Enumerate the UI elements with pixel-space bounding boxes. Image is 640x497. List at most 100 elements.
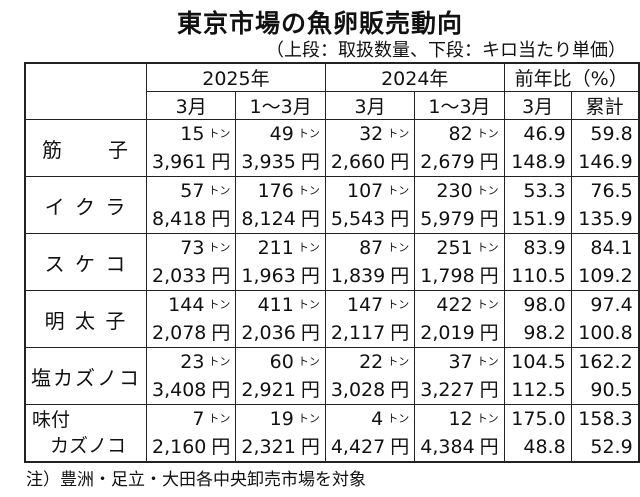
unit-ton: トン (387, 355, 410, 368)
price-value: 1,798 (420, 265, 475, 287)
header-2025-march: 3月 (145, 91, 237, 120)
unit-ton: トン (208, 127, 231, 140)
volume-value: 82 (448, 123, 473, 145)
unit-yen: 円 (300, 379, 320, 401)
header-yoy-cumulative: 累計 (570, 91, 640, 120)
value-cell: 49 トン 3,935 円 (235, 119, 326, 177)
price-value: 109.2 (578, 265, 633, 287)
table-row: 筋 子 15 トン 3,961 円 49 トン 3,935 円 32 トン 2,660 円 82 トン 2,6… (24, 119, 640, 177)
volume-value: 4 (371, 408, 384, 430)
value-cell: 230 トン 5,979 円 (414, 176, 505, 234)
price-value: 151.9 (511, 208, 566, 230)
price-value: 2,160 (152, 436, 207, 458)
price-value: 2,078 (152, 322, 207, 344)
price-value: 1,963 (241, 265, 296, 287)
table-row: イ ク ラ 57 トン 8,418 円 176 トン 8,124 円 107 トン 5,543 円 230… (24, 176, 640, 234)
value-cell: 107 トン 5,543 円 (324, 176, 416, 234)
price-value: 2,921 (241, 379, 296, 401)
price-value: 3,408 (152, 379, 207, 401)
volume-value: 76.5 (590, 180, 633, 202)
volume-value: 84.1 (590, 237, 633, 259)
unit-yen: 円 (479, 208, 499, 230)
table-subtitle: （上段：取扱数量、下段：キロ当たり単価） (266, 40, 626, 61)
row-label: 明 太 子 (24, 290, 147, 348)
value-cell: 46.9 148.9 (503, 119, 572, 177)
volume-value: 53.3 (523, 180, 566, 202)
volume-value: 23 (180, 351, 205, 373)
unit-yen: 円 (390, 208, 410, 230)
unit-yen: 円 (211, 436, 231, 458)
unit-ton: トン (208, 355, 231, 368)
unit-ton: トン (297, 184, 320, 197)
unit-yen: 円 (300, 265, 320, 287)
unit-ton: トン (387, 412, 410, 425)
price-value: 98.2 (523, 322, 566, 344)
unit-ton: トン (208, 241, 231, 254)
volume-value: 107 (347, 180, 384, 202)
unit-ton: トン (476, 241, 499, 254)
unit-ton: トン (387, 127, 410, 140)
unit-yen: 円 (211, 151, 231, 173)
price-value: 2,019 (420, 322, 475, 344)
volume-value: 422 (436, 294, 473, 316)
price-value: 2,036 (241, 322, 296, 344)
value-cell: 37 トン 3,227 円 (414, 347, 505, 405)
value-cell: 98.0 98.2 (503, 290, 572, 348)
row-label: イ ク ラ (24, 176, 147, 234)
value-cell: 22 トン 3,028 円 (324, 347, 416, 405)
unit-yen: 円 (390, 265, 410, 287)
volume-value: 37 (448, 351, 473, 373)
volume-value: 211 (257, 237, 294, 259)
volume-value: 7 (192, 408, 205, 430)
value-cell: 32 トン 2,660 円 (324, 119, 416, 177)
row-label-line2: カズノコ (50, 435, 127, 457)
value-cell: 4 トン 4,427 円 (324, 404, 416, 463)
price-value: 2,117 (330, 322, 386, 344)
volume-value: 19 (269, 408, 294, 430)
value-cell: 176 トン 8,124 円 (235, 176, 326, 234)
unit-ton: トン (297, 298, 320, 311)
corner-cell (24, 62, 147, 120)
price-value: 146.9 (578, 151, 633, 173)
price-value: 2,679 (420, 151, 475, 173)
table-row: 塩カズノコ 23 トン 3,408 円 60 トン 2,921 円 22 トン 3,028 円 37 トン 3… (24, 347, 640, 405)
volume-value: 49 (269, 123, 294, 145)
price-value: 3,961 (152, 151, 207, 173)
volume-value: 176 (257, 180, 294, 202)
volume-value: 104.5 (511, 351, 566, 373)
value-cell: 73 トン 2,033 円 (145, 233, 237, 291)
row-label: ス ケ コ (24, 233, 147, 291)
value-cell: 76.5 135.9 (570, 176, 640, 234)
unit-yen: 円 (390, 379, 410, 401)
unit-ton: トン (387, 298, 410, 311)
unit-yen: 円 (479, 265, 499, 287)
table-title: 東京市場の魚卵販売動向 (176, 9, 463, 38)
unit-ton: トン (476, 412, 499, 425)
value-cell: 158.3 52.9 (570, 404, 640, 463)
price-value: 3,935 (241, 151, 296, 173)
unit-ton: トン (297, 412, 320, 425)
unit-ton: トン (476, 127, 499, 140)
volume-value: 32 (359, 123, 384, 145)
value-cell: 251 トン 1,798 円 (414, 233, 505, 291)
volume-value: 46.9 (523, 123, 566, 145)
value-cell: 59.8 146.9 (570, 119, 640, 177)
volume-value: 83.9 (523, 237, 566, 259)
price-value: 4,384 (420, 436, 475, 458)
header-yoy: 前年比（%） (503, 62, 640, 92)
unit-yen: 円 (390, 436, 410, 458)
unit-ton: トン (208, 412, 231, 425)
price-value: 2,321 (241, 436, 296, 458)
volume-value: 57 (180, 180, 205, 202)
price-value: 5,543 (330, 208, 386, 230)
fish-roe-table: 2025年 2024年 前年比（%） 3月 1～3月 3月 1～3月 3月 累計… (24, 62, 640, 463)
volume-value: 97.4 (590, 294, 633, 316)
price-value: 8,124 (241, 208, 296, 230)
volume-value: 60 (269, 351, 294, 373)
unit-yen: 円 (211, 379, 231, 401)
volume-value: 144 (168, 294, 205, 316)
value-cell: 57 トン 8,418 円 (145, 176, 237, 234)
unit-yen: 円 (479, 379, 499, 401)
unit-ton: トン (297, 127, 320, 140)
price-value: 3,028 (330, 379, 386, 401)
